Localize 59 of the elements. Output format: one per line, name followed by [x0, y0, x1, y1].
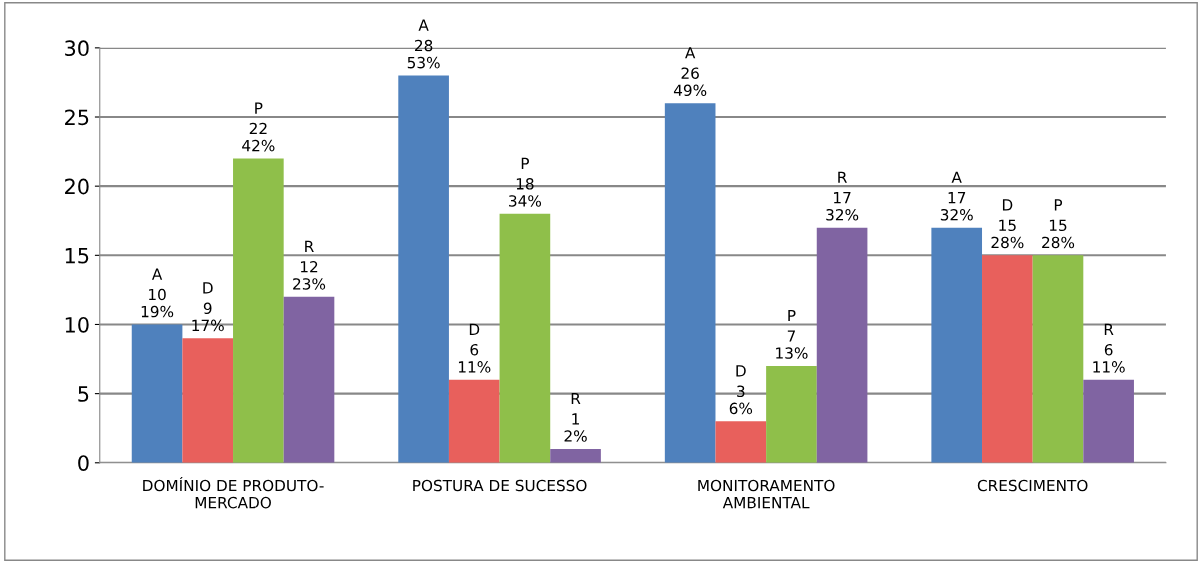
bar — [550, 448, 601, 463]
x-tick-label: MONITORAMENTO AMBIENTAL — [698, 479, 835, 509]
data-label: 6 11% — [458, 344, 491, 373]
bar — [816, 227, 868, 463]
x-tick-label: POSTURA DE SUCESSO — [413, 479, 587, 492]
data-label: 12 23% — [293, 261, 326, 290]
x-tick-label: CRESCIMENTO — [977, 479, 1088, 492]
bar — [931, 227, 983, 463]
bar — [131, 324, 183, 463]
text: P — [255, 102, 263, 114]
data-label: 3 6% — [729, 385, 753, 415]
y-tick-label: 20 — [65, 178, 89, 195]
data-label: 15 28% — [1042, 219, 1075, 249]
y-tick-label: 15 — [65, 248, 89, 264]
text: P — [521, 157, 529, 169]
text: R — [1104, 323, 1114, 335]
bar — [398, 75, 449, 463]
x-tick-label: DOMÍNIO DE PRODUTO- MERCADO — [143, 476, 324, 509]
data-label: 28 53% — [407, 39, 440, 69]
data-label: 17 32% — [940, 192, 973, 221]
data-label: 10 19% — [141, 288, 174, 318]
bar — [448, 379, 500, 463]
text: R — [838, 171, 847, 183]
bar — [1083, 379, 1134, 463]
data-label: 15 28% — [991, 219, 1024, 249]
data-label: 17 32% — [826, 192, 859, 221]
data-label: 22 42% — [242, 122, 275, 152]
bar — [182, 338, 234, 463]
text: P — [1054, 199, 1063, 211]
bar — [283, 296, 335, 463]
y-tick-label: 0 — [78, 455, 89, 471]
data-label: 18 34% — [509, 178, 542, 207]
data-label: 1 2% — [564, 413, 587, 442]
data-label: 26 49% — [673, 67, 707, 97]
text: A — [151, 268, 163, 280]
text: D — [736, 365, 746, 377]
data-label: 6 11% — [1093, 344, 1125, 373]
text: R — [305, 240, 314, 252]
bar — [766, 365, 817, 463]
bar — [233, 158, 284, 463]
text: R — [571, 392, 581, 405]
data-label: 7 13% — [776, 330, 808, 359]
text: D — [203, 282, 213, 294]
text: A — [951, 171, 962, 183]
bar — [499, 213, 551, 463]
text: D — [469, 323, 480, 335]
y-tick-label: 30 — [65, 40, 89, 57]
text: A — [685, 47, 696, 59]
data-label: 9 17% — [192, 302, 224, 332]
y-tick-label: 10 — [65, 316, 89, 333]
bar — [1032, 255, 1084, 463]
bar — [982, 255, 1033, 463]
text: A — [418, 19, 429, 31]
bar — [664, 103, 716, 463]
text: P — [788, 309, 796, 322]
y-tick-label: 25 — [65, 109, 89, 126]
bar — [715, 421, 767, 463]
y-tick-label: 5 — [78, 386, 89, 402]
text: D — [1002, 199, 1013, 211]
